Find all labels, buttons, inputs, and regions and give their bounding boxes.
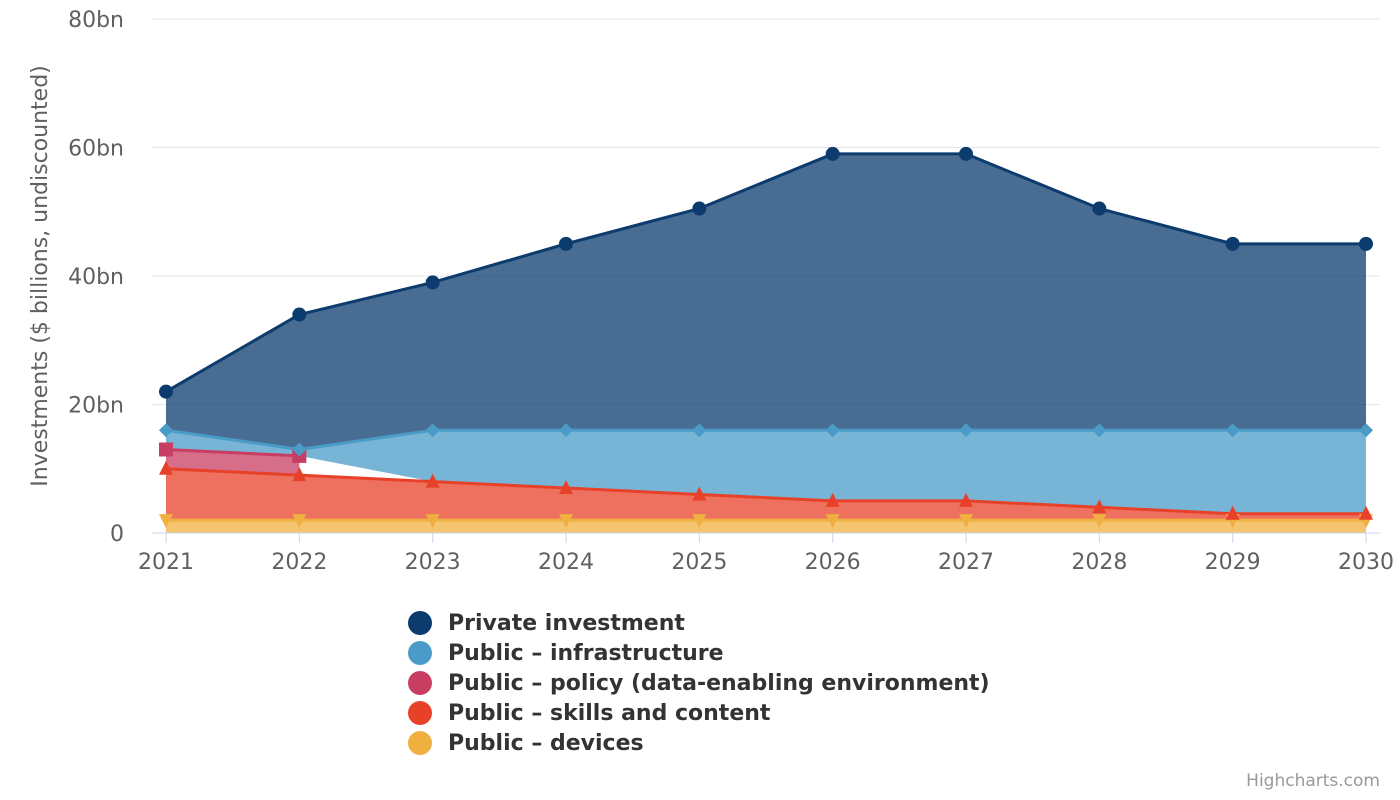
marker-layer xyxy=(159,146,1373,529)
private-investment-point xyxy=(825,146,840,161)
public-skills-and-content-point xyxy=(825,492,840,507)
public-skills-and-content-point xyxy=(559,480,573,495)
private-investment-line xyxy=(165,152,1366,393)
legend-item-public-skills[interactable]: Public – skills and content xyxy=(408,698,990,728)
line-layer xyxy=(165,152,1366,522)
legend-label: Public – devices xyxy=(448,730,644,756)
axis-layer: 0 20bn 40bn 60bn 80bn 2021 2022 2023 2024 2025 202… xyxy=(68,8,1394,575)
x-tick-label: 2028 xyxy=(1071,550,1127,575)
public-policy-data-enabling-environment-point xyxy=(159,442,173,457)
y-tick-label: 80bn xyxy=(68,8,124,33)
public-infrastructure-line xyxy=(165,428,1366,451)
public-infrastructure-point xyxy=(825,423,840,438)
x-tick-label: 2030 xyxy=(1338,550,1394,575)
public-devices-point xyxy=(159,514,173,529)
public-devices-point xyxy=(425,514,440,529)
private-investment-swatch-icon xyxy=(408,611,432,635)
public-policy-swatch-icon xyxy=(408,671,432,695)
y-tick-label: 40bn xyxy=(68,265,124,290)
y-tick-label: 60bn xyxy=(68,137,124,162)
private-investment-point xyxy=(425,275,440,290)
private-investment-point xyxy=(1225,236,1240,251)
legend-label: Public – skills and content xyxy=(448,700,771,726)
public-infrastructure-point xyxy=(1225,423,1240,438)
x-tick-label: 2029 xyxy=(1205,550,1261,575)
credits-link[interactable]: Highcharts.com xyxy=(1246,771,1380,791)
public-infrastructure-point xyxy=(1359,423,1373,438)
public-devices-point xyxy=(292,514,307,529)
public-skills-and-content-point xyxy=(159,460,173,475)
public-devices-area xyxy=(166,520,1366,533)
public-infrastructure-point xyxy=(1092,423,1107,438)
y-tick-label: 20bn xyxy=(68,394,124,419)
private-investment-point xyxy=(292,307,307,322)
public-devices-point xyxy=(959,514,973,529)
public-infrastructure-point xyxy=(559,423,573,438)
public-devices-point xyxy=(1092,514,1107,529)
legend-item-public-infrastructure[interactable]: Public – infrastructure xyxy=(408,638,990,668)
x-tick-label: 2027 xyxy=(938,550,994,575)
public-devices-swatch-icon xyxy=(408,731,432,755)
x-tick-label: 2023 xyxy=(405,550,461,575)
public-infrastructure-point xyxy=(692,423,707,438)
public-skills-and-content-point xyxy=(959,492,973,507)
public-skills-swatch-icon xyxy=(408,701,432,725)
public-infrastructure-swatch-icon xyxy=(408,641,432,665)
x-tick-label: 2026 xyxy=(805,550,861,575)
public-infrastructure-point xyxy=(425,423,440,438)
y-axis-title: Investments ($ billions, undiscounted) xyxy=(28,65,53,486)
x-tick-label: 2024 xyxy=(538,550,594,575)
public-skills-and-content-point xyxy=(1225,505,1240,520)
chart-legend: Private investment Public – infrastructu… xyxy=(408,608,990,758)
private-investment-point xyxy=(692,201,707,216)
public-devices-point xyxy=(559,514,573,529)
public-skills-and-content-area xyxy=(166,468,1366,521)
area-layer xyxy=(166,153,1366,533)
public-infrastructure-area xyxy=(166,430,1366,514)
public-policy-data-enabling-environment-area xyxy=(166,449,300,476)
legend-item-public-policy[interactable]: Public – policy (data-enabling environme… xyxy=(408,668,990,698)
legend-item-private-investment[interactable]: Private investment xyxy=(408,608,990,638)
private-investment-point xyxy=(959,146,973,161)
private-investment-point xyxy=(1092,201,1107,216)
public-infrastructure-point xyxy=(159,423,173,438)
y-tick-label: 0 xyxy=(110,522,124,547)
private-investment-point xyxy=(1359,236,1373,251)
public-devices-point xyxy=(692,514,707,529)
public-skills-and-content-point xyxy=(1092,499,1107,514)
legend-label: Private investment xyxy=(448,610,685,636)
x-tick-label: 2021 xyxy=(138,550,194,575)
x-tick-label: 2025 xyxy=(671,550,727,575)
public-policy-data-enabling-environment-line xyxy=(165,447,300,458)
legend-label: Public – infrastructure xyxy=(448,640,724,666)
public-devices-point xyxy=(825,514,840,529)
public-skills-and-content-point xyxy=(292,467,307,482)
x-tick-label: 2022 xyxy=(271,550,327,575)
private-investment-area xyxy=(166,153,1366,450)
public-skills-and-content-point xyxy=(692,486,707,501)
public-skills-and-content-line xyxy=(165,467,1366,516)
public-skills-and-content-point xyxy=(1359,505,1373,520)
public-skills-and-content-point xyxy=(425,473,440,488)
private-investment-point xyxy=(159,384,173,399)
public-infrastructure-point xyxy=(292,442,307,457)
legend-item-public-devices[interactable]: Public – devices xyxy=(408,728,990,758)
public-infrastructure-point xyxy=(959,423,973,438)
private-investment-point xyxy=(559,236,573,251)
legend-label: Public – policy (data-enabling environme… xyxy=(448,670,990,696)
